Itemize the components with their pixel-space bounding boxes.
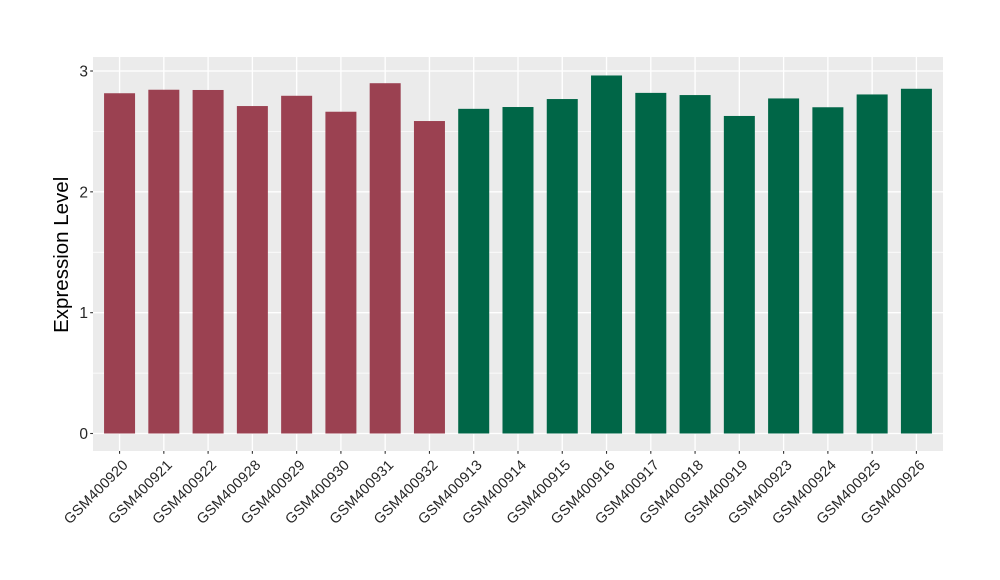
svg-text:1: 1 xyxy=(79,305,88,322)
svg-text:2: 2 xyxy=(79,184,88,201)
svg-text:3: 3 xyxy=(79,64,88,81)
svg-text:Expression Level: Expression Level xyxy=(50,177,73,333)
svg-text:0: 0 xyxy=(79,426,88,443)
